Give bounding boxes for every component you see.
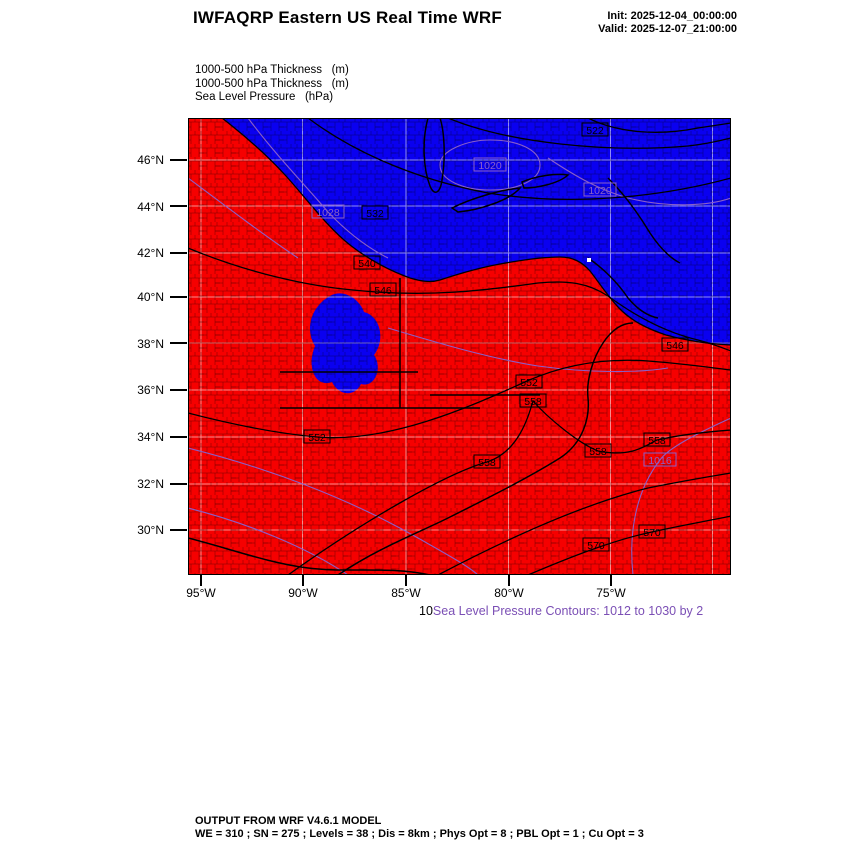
model-version-line: OUTPUT FROM WRF V4.6.1 MODEL [195,815,382,827]
slp-contour-range-text: Sea Level Pressure Contours: 1012 to 103… [432,604,704,618]
thickness-label: 558 [524,396,542,408]
overlapping-contour-text: 10 [419,604,433,618]
model-info-footer: OUTPUT FROM WRF V4.6.1 MODEL WE = 310 ; … [195,815,644,840]
lon-label-90w: 90°W [288,586,318,600]
thickness-label: 570 [643,527,661,539]
lon-tick [405,575,407,586]
lon-label-75w: 75°W [596,586,626,600]
legend-slp: Sea Level Pressure (hPa) [195,91,334,103]
lon-label-95w: 95°W [186,586,216,600]
thickness-label: 558 [648,435,666,447]
station-marker [587,258,591,262]
lon-label-85w: 85°W [391,586,421,600]
thickness-contour-lines [187,117,732,576]
run-info: Init: 2025-12-04_00:00:00 Valid: 2025-12… [598,10,737,36]
lat-label-32n: 32°N [137,477,164,491]
thickness-label: 552 [520,377,538,389]
lon-tick [302,575,304,586]
lon-label-80w: 80°W [494,586,524,600]
thickness-label: 546 [374,285,392,297]
lat-tick [170,389,187,391]
lon-tick [508,575,510,586]
thickness-contour-labels: 522 532 540 546 546 552 552 558 558 558 … [303,122,689,552]
field-legend: 1000-500 hPa Thickness (m) 1000-500 hPa … [195,64,349,105]
lat-label-30n: 30°N [137,523,164,537]
thickness-label: 558 [478,457,496,469]
lat-label-38n: 38°N [137,337,164,351]
weather-map: 522 532 540 546 546 552 552 558 558 558 … [187,117,732,576]
lat-tick [170,159,187,161]
lat-tick [170,529,187,531]
lat-tick [170,296,187,298]
thickness-label: 522 [586,125,604,137]
legend-thickness-2: 1000-500 hPa Thickness (m) [195,77,349,90]
map-border [188,118,731,575]
county-boundaries-texture [188,118,731,575]
lat-label-40n: 40°N [137,290,164,304]
slp-label: 1016 [648,455,672,467]
slp-label: 1020 [588,185,612,197]
legend-thickness-1: 1000-500 hPa Thickness (m) [195,64,349,76]
thickness-label: 532 [366,208,384,220]
thickness-label: 540 [358,258,376,270]
init-time: Init: 2025-12-04_00:00:00 [607,10,737,22]
lon-tick [200,575,202,586]
lat-tick [170,436,187,438]
slp-contour-caption: 10Sea Level Pressure Contours: 1012 to 1… [419,604,703,618]
lat-tick [170,483,187,485]
thickness-label: 552 [308,432,326,444]
geography-lines [187,117,681,576]
lat-tick [170,342,187,344]
slp-contour-lines [187,117,732,576]
thickness-label: 558 [589,446,607,458]
lat-label-42n: 42°N [137,246,164,260]
valid-time: Valid: 2025-12-07_21:00:00 [598,23,737,35]
lat-tick [170,252,187,254]
lon-tick [610,575,612,586]
slp-contour-labels: 1020 1028 1020 1016 [311,157,677,467]
slp-label: 1020 [478,160,502,172]
lat-tick [170,205,187,207]
weather-map-canvas: 522 532 540 546 546 552 552 558 558 558 … [187,117,732,576]
lat-label-34n: 34°N [137,430,164,444]
lat-label-44n: 44°N [137,200,164,214]
model-config-line: WE = 310 ; SN = 275 ; Levels = 38 ; Dis … [195,827,644,840]
page-title: IWFAQRP Eastern US Real Time WRF [192,8,502,27]
lat-label-46n: 46°N [137,153,164,167]
lat-label-36n: 36°N [137,383,164,397]
thickness-label: 546 [666,340,684,352]
slp-label: 1028 [316,207,340,219]
thickness-label: 570 [587,540,605,552]
